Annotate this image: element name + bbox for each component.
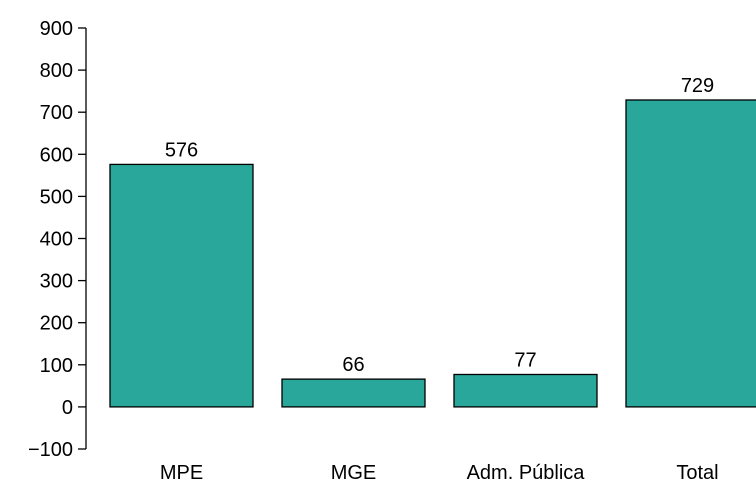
x-axis-labels: MPE MGE Adm. Pública Total — [160, 462, 719, 484]
y-tick-label: −100 — [28, 439, 73, 461]
y-tick-label: 300 — [40, 271, 73, 293]
x-category-label: MPE — [160, 462, 203, 484]
y-tick-label: 200 — [40, 313, 73, 335]
y-tick-label: 0 — [62, 397, 73, 419]
bars — [109, 99, 756, 408]
bar-mpe — [109, 163, 254, 408]
bar-value-label: 576 — [165, 139, 198, 161]
y-tick-label: 800 — [40, 60, 73, 82]
y-tick-label: 900 — [40, 18, 73, 40]
bar-value-label: 66 — [342, 354, 364, 376]
y-tick-label: 100 — [40, 355, 73, 377]
x-category-label: Total — [676, 462, 718, 484]
bar-value-label: 729 — [681, 75, 714, 97]
y-tick-label: 500 — [40, 186, 73, 208]
y-tick-label: 400 — [40, 229, 73, 251]
bar-total — [625, 99, 756, 408]
x-category-label: Adm. Pública — [467, 462, 586, 484]
x-category-label: MGE — [331, 462, 377, 484]
bar-value-label: 77 — [514, 349, 536, 371]
bar-mge — [281, 378, 426, 408]
y-tick-label: 600 — [40, 144, 73, 166]
bar-value-labels: 576 66 77 729 — [165, 75, 714, 376]
y-tick-label: 700 — [40, 102, 73, 124]
bar-adm-p-blica — [453, 373, 598, 408]
y-axis: −100 0 100 200 300 400 500 600 700 800 900 — [28, 18, 87, 461]
